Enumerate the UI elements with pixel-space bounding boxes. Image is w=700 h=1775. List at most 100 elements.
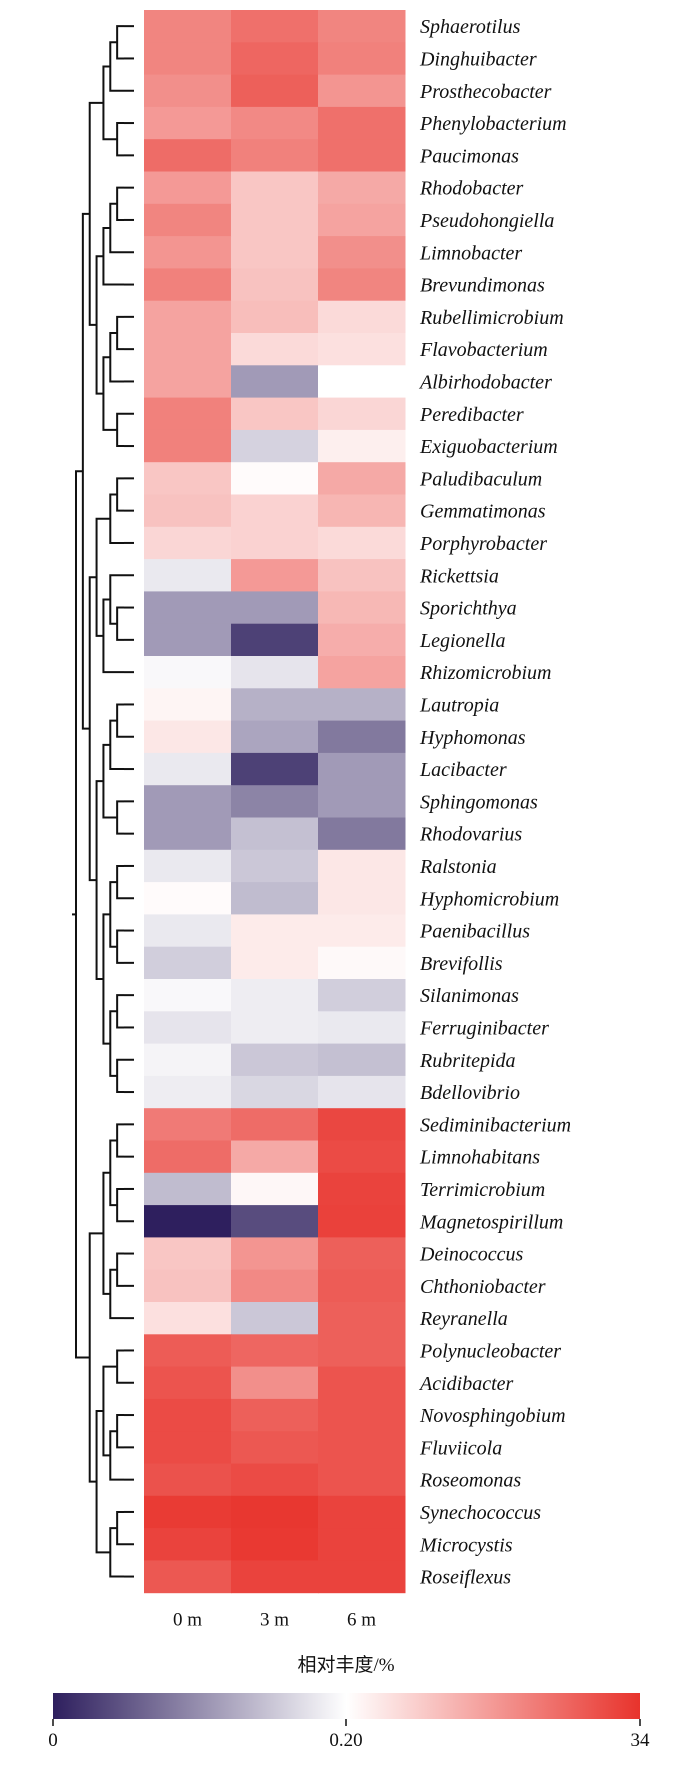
heatmap-cell-rubellimicrobium-0-m	[144, 300, 232, 334]
heatmap-cell-silanimonas-0-m	[144, 979, 232, 1012]
heatmap-cell-hyphomicrobium-3-m	[231, 882, 319, 915]
heatmap-cell-rubritepida-3-m	[231, 1043, 319, 1077]
dendrogram-branch	[88, 1232, 104, 1483]
heatmap-cell-pseudohongiella-0-m	[144, 203, 232, 237]
row-label-rubellimicrobium: Rubellimicrobium	[419, 307, 564, 329]
heatmap-cell-paludibaculum-0-m	[144, 462, 232, 495]
row-label-exiguobacterium: Exiguobacterium	[419, 436, 558, 458]
heatmap-cell-sediminibacterium-3-m	[231, 1108, 319, 1141]
heatmap-cell-polynucleobacter-3-m	[231, 1334, 319, 1368]
column-label-0-m: 0 m	[173, 1610, 202, 1631]
heatmap-cell-rhodovarius-0-m	[144, 817, 232, 851]
heatmap-cell-microcystis-0-m	[144, 1528, 232, 1561]
heatmap-cell-albirhodobacter-6-m	[318, 365, 406, 399]
heatmap-cell-sporichthya-3-m	[231, 591, 319, 625]
dendrogram-branch	[95, 255, 104, 395]
dendrogram-branch	[109, 1010, 118, 1077]
heatmap-cell-rickettsia-6-m	[318, 559, 406, 592]
dendrogram-branch	[102, 356, 118, 431]
heatmap-cell-sediminibacterium-0-m	[144, 1108, 232, 1141]
heatmap-cell-limnohabitans-0-m	[144, 1140, 232, 1174]
heatmap-cell-sphaerotilus-3-m	[231, 10, 319, 43]
row-label-synechococcus: Synechococcus	[420, 1502, 541, 1524]
heatmap-cell-lautropia-0-m	[144, 688, 232, 722]
heatmap-cell-deinococcus-3-m	[231, 1237, 319, 1271]
row-label-peredibacter: Peredibacter	[419, 404, 524, 426]
heatmap-cell-prosthecobacter-3-m	[231, 74, 319, 108]
row-label-microcystis: Microcystis	[419, 1534, 513, 1556]
row-label-brevundimonas: Brevundimonas	[420, 275, 545, 297]
heatmap-cell-polynucleobacter-0-m	[144, 1334, 232, 1368]
heatmap-cell-hyphomonas-3-m	[231, 720, 319, 754]
heatmap-cell-silanimonas-3-m	[231, 979, 319, 1012]
heatmap-cell-fluviicola-6-m	[318, 1431, 406, 1464]
dendrogram-branch	[116, 477, 124, 512]
heatmap-cell-synechococcus-6-m	[318, 1495, 406, 1529]
colorbar-tick-label: 34	[631, 1730, 651, 1751]
row-label-pseudohongiella: Pseudohongiella	[419, 210, 554, 232]
heatmap-cell-rubritepida-0-m	[144, 1043, 232, 1077]
heatmap-cell-paenibacillus-6-m	[318, 914, 406, 948]
dendrogram-branch	[109, 202, 124, 254]
row-dendrogram	[72, 25, 134, 1578]
colorbar-gradient	[53, 1693, 640, 1719]
dendrogram-branch	[95, 780, 104, 980]
dendrogram-branch	[116, 25, 124, 60]
heatmap-cell-roseiflexus-0-m	[144, 1560, 232, 1594]
row-labels: Sphaerotilus Dinghuibacter Prosthecobacter…	[418, 16, 571, 1588]
heatmap-cell-dinghuibacter-0-m	[144, 42, 232, 76]
dendrogram-branch	[116, 1187, 124, 1223]
dendrogram-branch	[88, 576, 97, 882]
dendrogram-branch	[116, 315, 124, 351]
dendrogram-branch	[81, 212, 90, 730]
heatmap-cell-magnetospirillum-0-m	[144, 1205, 232, 1238]
heatmap-cell-reyranella-0-m	[144, 1302, 232, 1335]
heatmap-cell-rhodovarius-3-m	[231, 817, 319, 851]
heatmap-cell-pseudohongiella-6-m	[318, 203, 406, 237]
heatmap-cell-synechococcus-0-m	[144, 1495, 232, 1529]
heatmap-cell-terrimicrobium-6-m	[318, 1172, 406, 1206]
dendrogram-branch	[116, 412, 124, 448]
heatmap-cell-reyranella-3-m	[231, 1302, 319, 1335]
heatmap-cell-limnobacter-0-m	[144, 236, 232, 269]
row-label-rhodovarius: Rhodovarius	[419, 824, 522, 846]
row-label-flavobacterium: Flavobacterium	[419, 339, 548, 361]
dendrogram-branch	[116, 1252, 124, 1287]
dendrogram-branch	[102, 743, 118, 819]
heatmap-cell-peredibacter-6-m	[318, 397, 406, 431]
heatmap-cell-polynucleobacter-6-m	[318, 1334, 406, 1368]
heatmap-cell-brevifollis-0-m	[144, 946, 232, 980]
heatmap-cell-acidibacter-0-m	[144, 1366, 232, 1400]
heatmap-cell-acidibacter-6-m	[318, 1366, 406, 1400]
heatmap-cell-paenibacillus-3-m	[231, 914, 319, 948]
heatmap-cell-chthoniobacter-0-m	[144, 1269, 232, 1303]
heatmap-cell-rhodovarius-6-m	[318, 817, 406, 851]
heatmap-cell-porphyrobacter-3-m	[231, 526, 319, 560]
heatmap-cell-sporichthya-6-m	[318, 591, 406, 625]
dendrogram-branch	[109, 493, 124, 544]
heatmap-cell-gemmatimonas-0-m	[144, 494, 232, 528]
heatmap-cell-microcystis-3-m	[231, 1528, 319, 1561]
row-label-roseomonas: Roseomonas	[419, 1470, 521, 1492]
heatmap-cell-ferruginibacter-6-m	[318, 1011, 406, 1045]
heatmap-cell-paludibaculum-3-m	[231, 462, 319, 495]
heatmap-cell-novosphingobium-6-m	[318, 1398, 406, 1432]
heatmap-cell-gemmatimonas-6-m	[318, 494, 406, 528]
heatmap-cell-synechococcus-3-m	[231, 1495, 319, 1529]
heatmap-cell-bdellovibrio-3-m	[231, 1075, 319, 1109]
row-label-ralstonia: Ralstonia	[419, 856, 497, 878]
heatmap-cell-legionella-6-m	[318, 623, 406, 657]
heatmap-cell-sphaerotilus-6-m	[318, 10, 406, 43]
dendrogram-branch	[116, 703, 124, 738]
row-label-hyphomonas: Hyphomonas	[419, 727, 526, 749]
dendrogram-branch	[116, 929, 124, 964]
row-label-rickettsia: Rickettsia	[419, 565, 499, 587]
heatmap-cell-novosphingobium-0-m	[144, 1398, 232, 1432]
row-label-rhizomicrobium: Rhizomicrobium	[419, 662, 551, 684]
row-label-phenylobacterium: Phenylobacterium	[419, 113, 567, 135]
colorbar: 相对丰度/% 0 0.20 34	[48, 1654, 650, 1751]
row-label-acidibacter: Acidibacter	[418, 1373, 514, 1395]
heatmap-cell-limnobacter-6-m	[318, 236, 406, 269]
dendrogram-branch	[109, 719, 124, 771]
